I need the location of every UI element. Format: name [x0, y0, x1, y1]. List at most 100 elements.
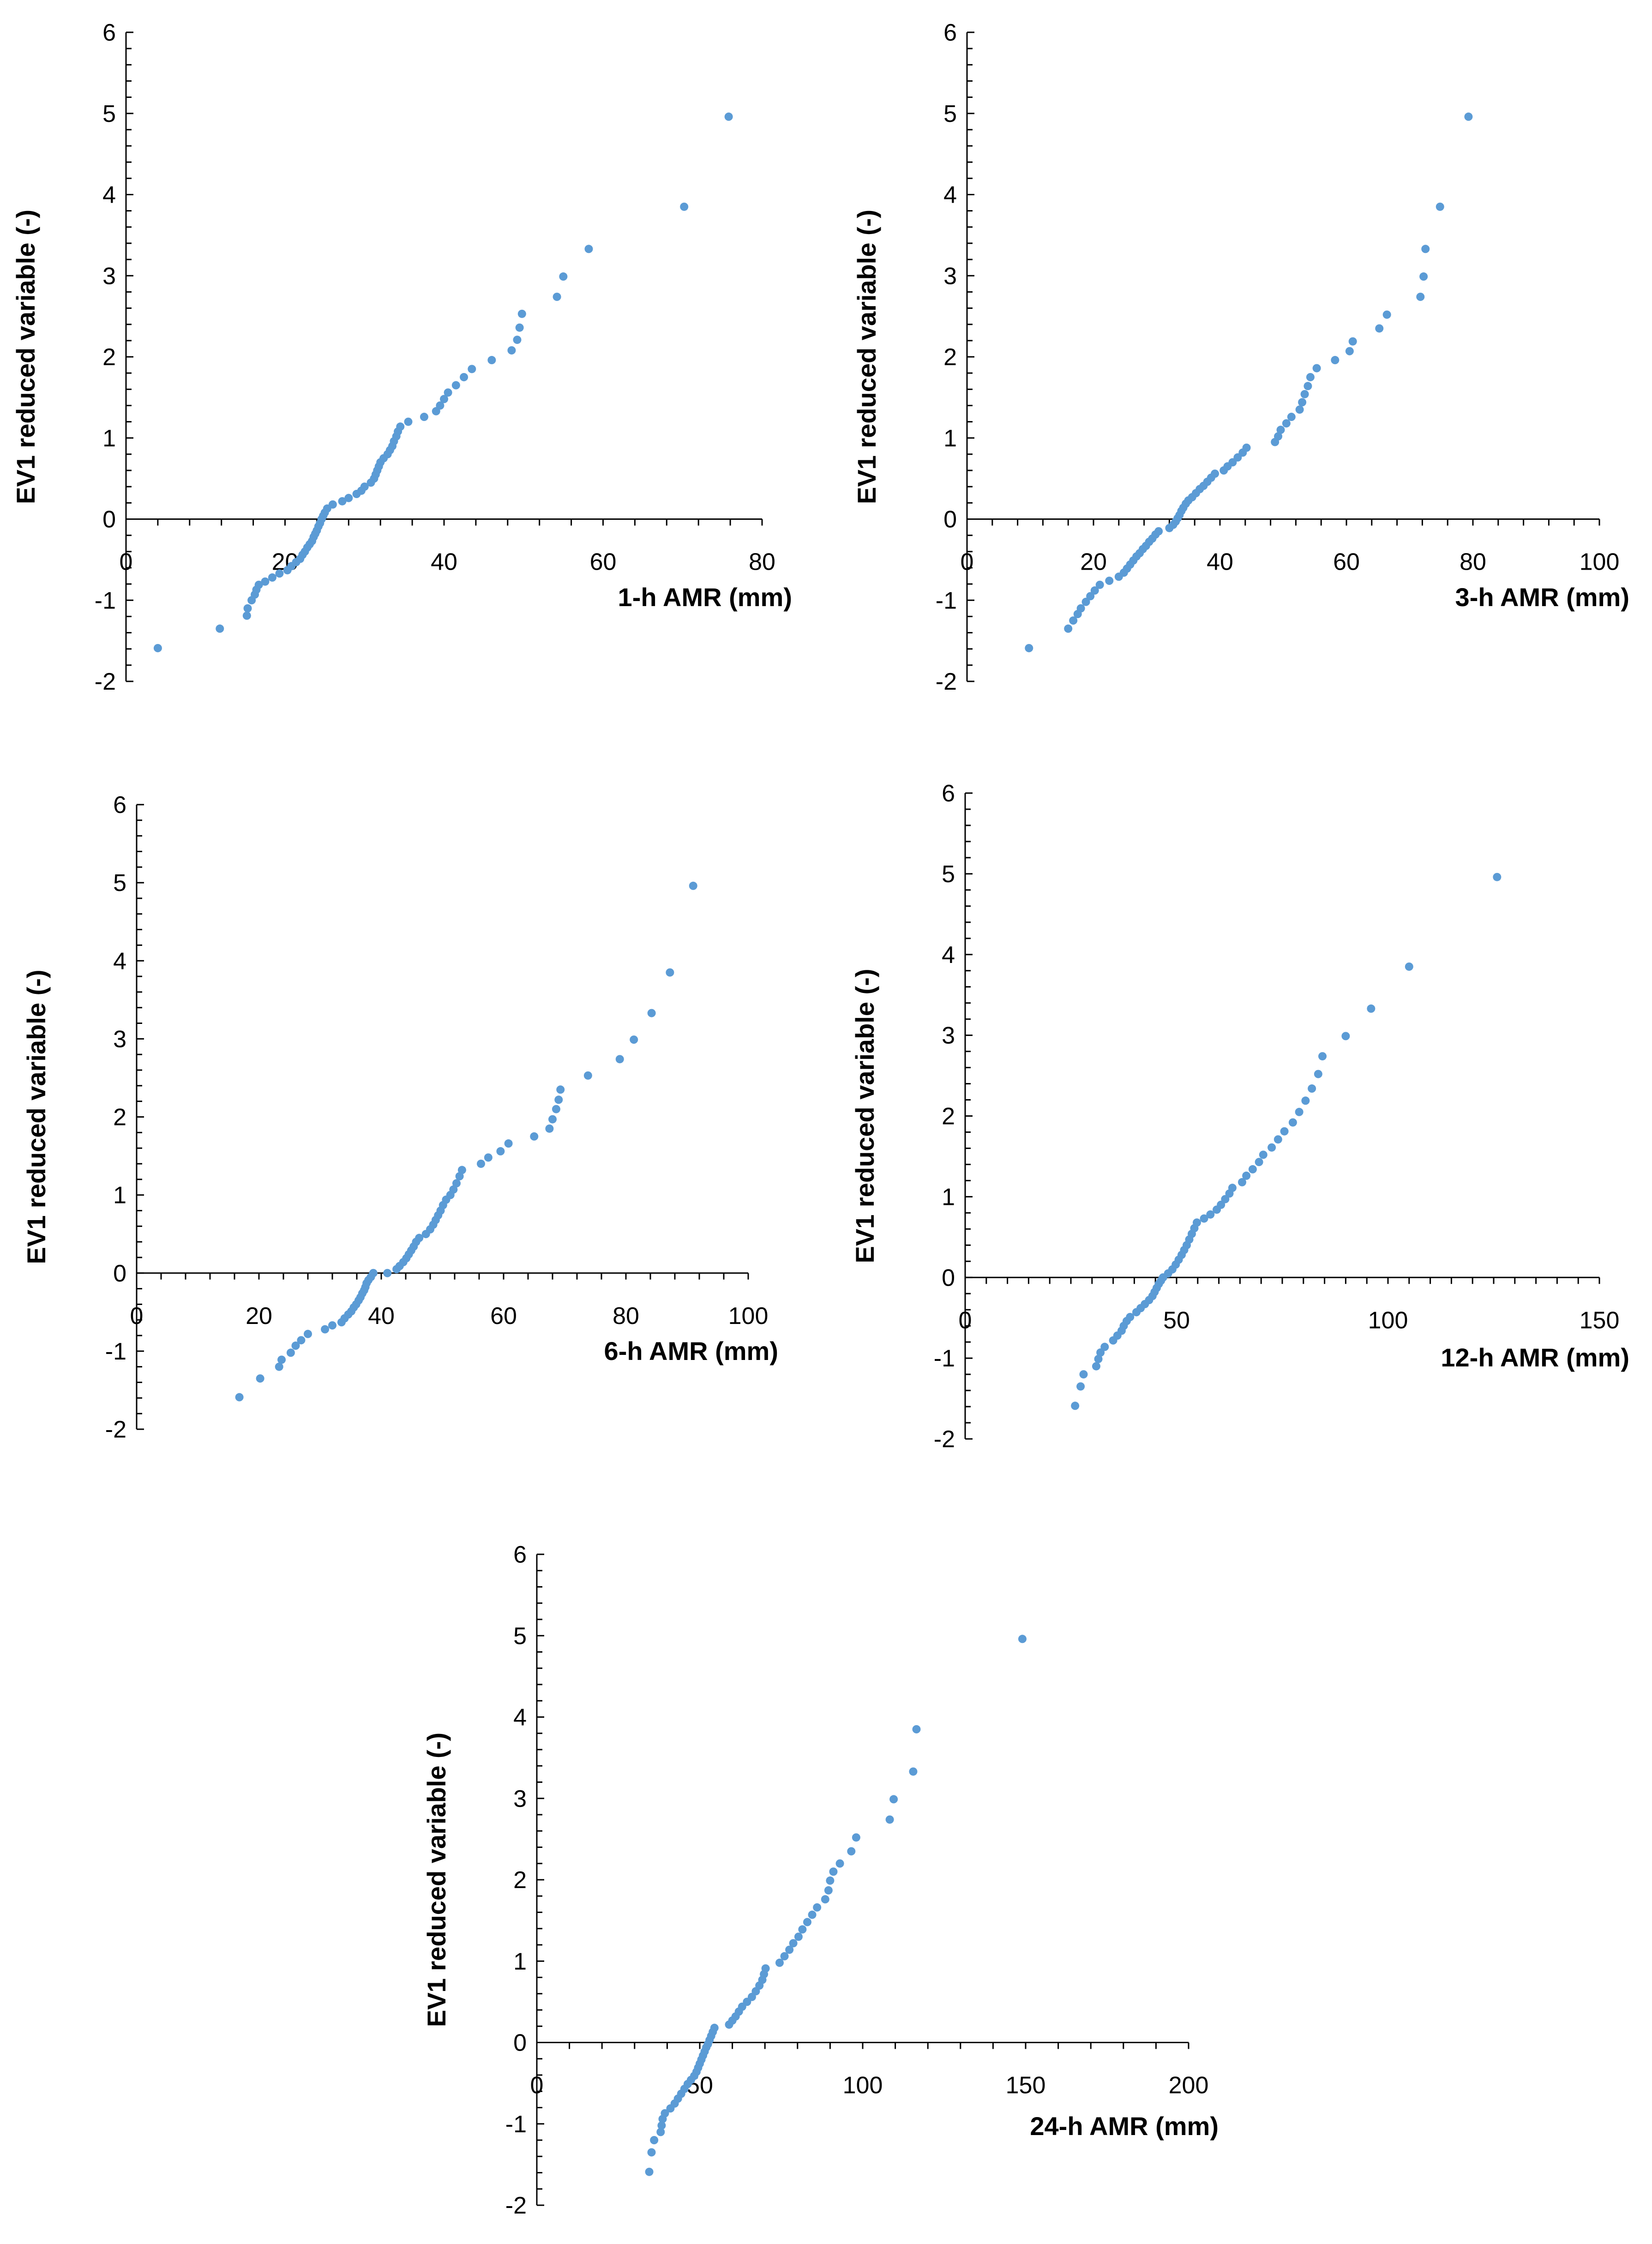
- x-tick-label: 80: [613, 1303, 639, 1330]
- data-point: [650, 2136, 659, 2144]
- y-axis-title: EV1 reduced variable (-): [850, 969, 879, 1263]
- data-point: [1421, 245, 1430, 253]
- data-point: [912, 1725, 921, 1733]
- data-point: [1304, 382, 1312, 391]
- data-point: [1094, 1354, 1103, 1363]
- data-point: [1079, 1370, 1088, 1379]
- data-point: [666, 968, 674, 977]
- y-tick-label: 6: [102, 19, 116, 46]
- data-point: [338, 497, 347, 505]
- data-point: [545, 1124, 554, 1133]
- data-point: [1242, 443, 1251, 452]
- data-point: [1382, 310, 1391, 319]
- data-point: [530, 1132, 539, 1141]
- data-point: [829, 1867, 838, 1876]
- data-point: [548, 1115, 557, 1124]
- data-point: [1298, 398, 1307, 407]
- data-point: [440, 395, 448, 403]
- data-point: [889, 1795, 898, 1804]
- data-point: [455, 1172, 464, 1181]
- x-tick-label: 60: [590, 549, 617, 576]
- data-point: [630, 1035, 638, 1044]
- data-point: [328, 1321, 336, 1330]
- data-point: [1274, 1135, 1282, 1144]
- data-point: [1282, 419, 1291, 428]
- data-point: [1306, 373, 1315, 381]
- x-tick-label: 150: [1580, 1307, 1620, 1334]
- data-point: [1314, 1070, 1322, 1078]
- x-axis-title: 24-h AMR (mm): [1030, 2112, 1219, 2141]
- y-tick-label: 2: [113, 1104, 126, 1131]
- x-tick-label: 20: [1080, 549, 1107, 576]
- data-point: [552, 1105, 560, 1113]
- data-point: [1288, 1118, 1297, 1127]
- data-point: [1217, 1200, 1225, 1209]
- data-point: [449, 1185, 458, 1194]
- data-point: [885, 1815, 894, 1824]
- data-point: [1405, 962, 1413, 971]
- data-point: [1096, 1348, 1105, 1357]
- y-tick-label: 0: [513, 2030, 527, 2057]
- data-point: [1242, 1171, 1251, 1180]
- y-tick-label: 4: [943, 182, 957, 209]
- data-point: [1375, 324, 1384, 333]
- y-tick-label: 1: [102, 425, 116, 452]
- data-point: [1419, 272, 1428, 281]
- data-point: [487, 356, 496, 365]
- data-point: [798, 1925, 807, 1934]
- data-point: [286, 1348, 295, 1357]
- y-tick-label: 3: [942, 1023, 955, 1049]
- data-point: [242, 611, 251, 620]
- y-axis-title: EV1 reduced variable (-): [852, 210, 881, 504]
- data-point: [661, 2109, 669, 2118]
- x-tick-label: 60: [490, 1303, 517, 1330]
- data-point: [460, 373, 469, 381]
- data-point: [559, 272, 568, 281]
- data-point: [803, 1918, 811, 1926]
- y-tick-label: 4: [942, 942, 955, 969]
- x-tick-label: 100: [1580, 549, 1620, 576]
- data-point: [291, 1342, 300, 1350]
- data-point: [404, 417, 413, 426]
- data-point: [656, 2128, 665, 2136]
- data-point: [457, 1166, 466, 1174]
- data-point: [1331, 356, 1340, 365]
- data-point: [761, 1964, 770, 1973]
- data-point: [780, 1952, 789, 1961]
- x-tick-label: 0: [120, 549, 133, 576]
- x-axis-title: 3-h AMR (mm): [1455, 583, 1629, 612]
- data-point: [554, 1095, 563, 1104]
- data-point: [645, 2167, 654, 2176]
- data-point: [1237, 1178, 1246, 1186]
- data-point: [1071, 1402, 1080, 1410]
- data-point: [1341, 1032, 1350, 1041]
- data-point: [821, 1895, 829, 1904]
- y-tick-label: 2: [102, 344, 116, 371]
- data-point: [689, 881, 697, 890]
- x-axis-title: 6-h AMR (mm): [604, 1336, 778, 1366]
- data-point: [1211, 469, 1219, 478]
- data-point: [1076, 604, 1085, 613]
- data-point: [321, 1325, 330, 1334]
- data-point: [277, 1355, 286, 1364]
- data-point: [1367, 1004, 1376, 1013]
- x-tick-label: 40: [1207, 549, 1233, 576]
- y-tick-label: 5: [102, 101, 116, 127]
- data-point: [1345, 347, 1354, 355]
- data-point: [1154, 527, 1163, 535]
- y-tick-label: 0: [102, 506, 116, 533]
- data-point: [396, 422, 405, 431]
- data-point: [275, 1362, 283, 1371]
- y-tick-label: -1: [934, 1345, 955, 1372]
- x-tick-label: 0: [130, 1303, 144, 1330]
- x-tick-label: 80: [1460, 549, 1486, 576]
- y-tick-label: -1: [936, 587, 957, 614]
- data-point: [513, 336, 522, 344]
- y-tick-label: -2: [95, 668, 116, 695]
- data-point: [775, 1958, 784, 1967]
- y-tick-label: -1: [505, 2111, 527, 2138]
- data-point: [1295, 1107, 1304, 1116]
- y-tick-label: 1: [113, 1182, 126, 1209]
